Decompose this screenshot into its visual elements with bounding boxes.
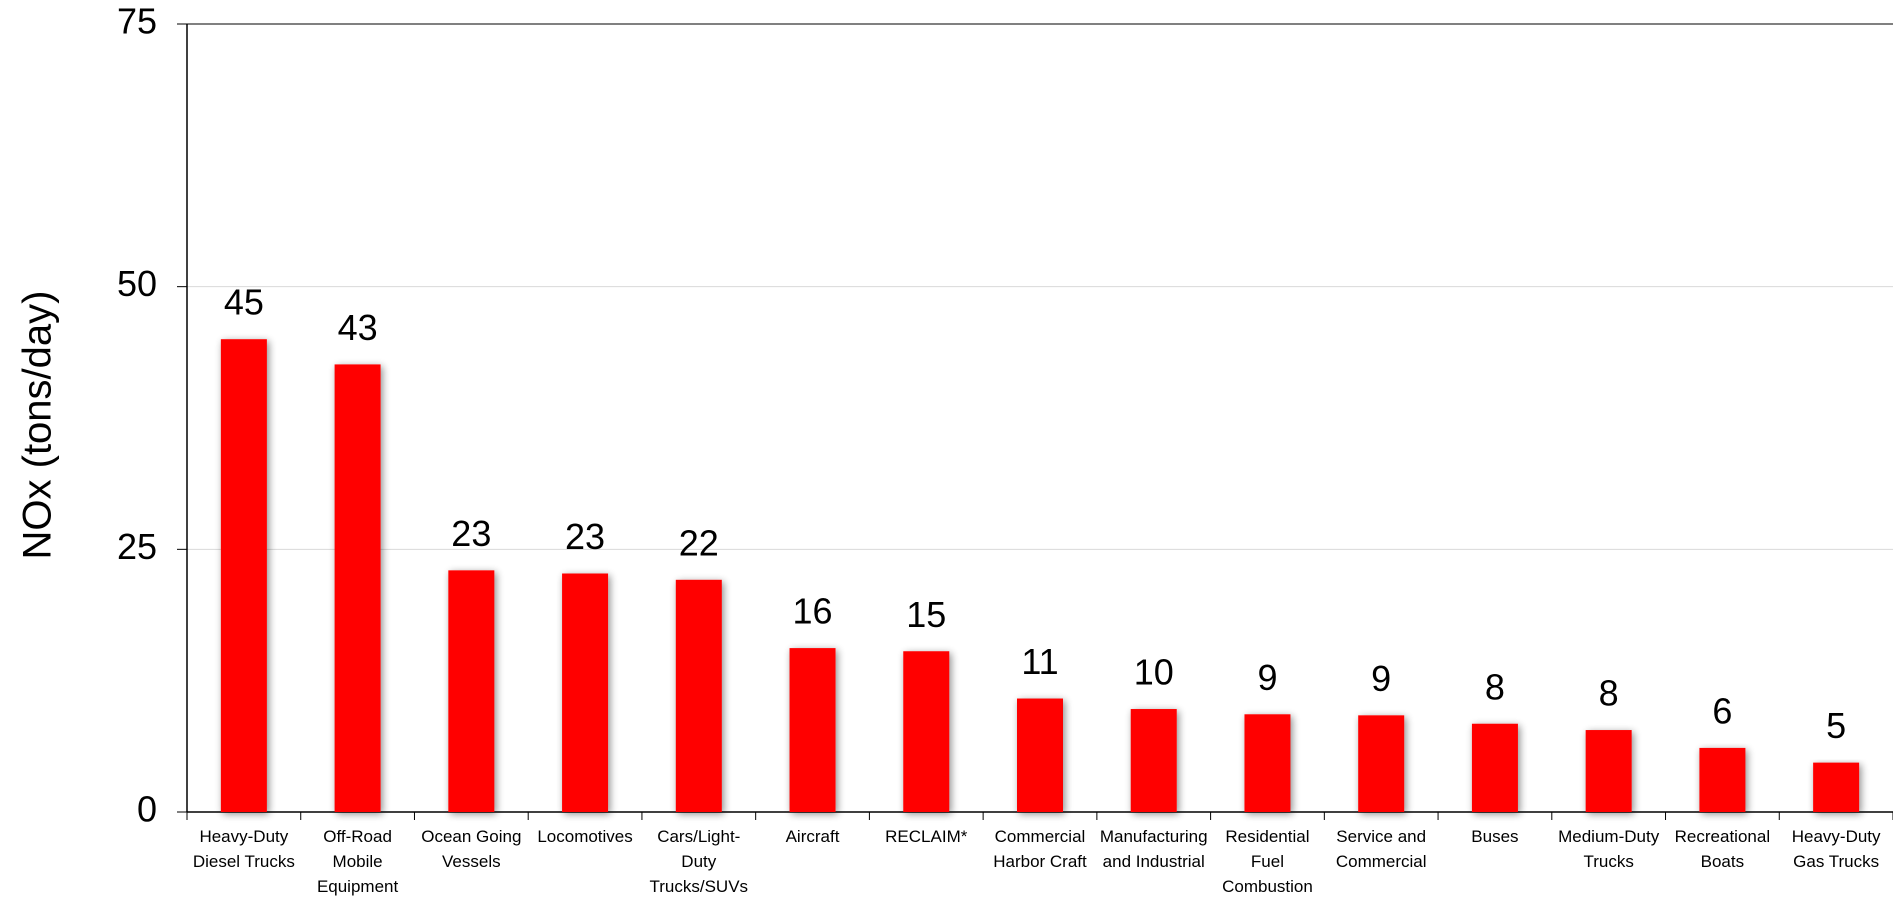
bar xyxy=(334,364,381,812)
x-tick-label: Aircraft xyxy=(785,827,840,846)
bar xyxy=(448,570,495,812)
value-label: 23 xyxy=(565,516,605,557)
y-tick-label: 75 xyxy=(117,1,157,42)
bar xyxy=(1471,723,1518,812)
bar xyxy=(1130,709,1177,812)
bar xyxy=(1358,715,1405,812)
x-tick-label: RECLAIM* xyxy=(885,827,968,846)
value-label: 6 xyxy=(1712,690,1732,731)
y-tick-label: 0 xyxy=(137,789,157,830)
y-tick-label: 50 xyxy=(117,263,157,304)
value-label: 45 xyxy=(224,282,264,323)
bar xyxy=(1699,747,1746,812)
x-tick-label: Heavy-Duty Diesel Trucks xyxy=(192,827,295,871)
bar xyxy=(903,651,950,812)
value-label: 8 xyxy=(1485,666,1505,707)
value-label: 23 xyxy=(451,513,491,554)
value-label: 22 xyxy=(679,522,719,563)
value-label: 8 xyxy=(1599,673,1619,714)
bar xyxy=(1244,714,1291,812)
bar xyxy=(1813,762,1860,812)
value-label: 5 xyxy=(1826,705,1846,746)
x-tick-label: Cars/Light-Duty Trucks/SUVs xyxy=(649,827,749,896)
bar xyxy=(789,648,836,812)
bar xyxy=(562,573,609,812)
value-label: 16 xyxy=(793,591,833,632)
value-label: 9 xyxy=(1257,657,1277,698)
x-tick-label: Locomotives xyxy=(537,827,633,846)
x-tick-label: Buses xyxy=(1471,827,1519,846)
y-axis-title: NOx (tons/day) xyxy=(16,291,60,560)
x-tick-label: Medium-Duty Trucks xyxy=(1558,827,1660,871)
x-tick-label: Heavy-Duty Gas Trucks xyxy=(1791,827,1881,871)
y-tick-label: 25 xyxy=(117,526,157,567)
value-label: 43 xyxy=(338,307,378,348)
value-label: 15 xyxy=(906,594,946,635)
x-tick-label: Commercial Harbor Craft xyxy=(993,827,1087,871)
x-tick-label: Recreational Boats xyxy=(1674,827,1771,871)
bar xyxy=(675,579,722,812)
x-tick-label: Manufacturing and Industrial xyxy=(1099,827,1208,871)
value-label: 11 xyxy=(1021,641,1058,682)
bar xyxy=(220,339,267,812)
bar xyxy=(1017,698,1063,812)
x-tick-label: Ocean Going Vessels xyxy=(421,827,522,871)
x-tick-label: Service and Commercial xyxy=(1335,827,1427,871)
bar xyxy=(1585,730,1632,812)
x-tick-label: Off-Road Mobile Equipment xyxy=(316,827,399,896)
value-label: 9 xyxy=(1371,658,1391,699)
x-tick-label: Residential Fuel Combustion xyxy=(1222,827,1313,896)
value-label: 10 xyxy=(1134,652,1174,693)
